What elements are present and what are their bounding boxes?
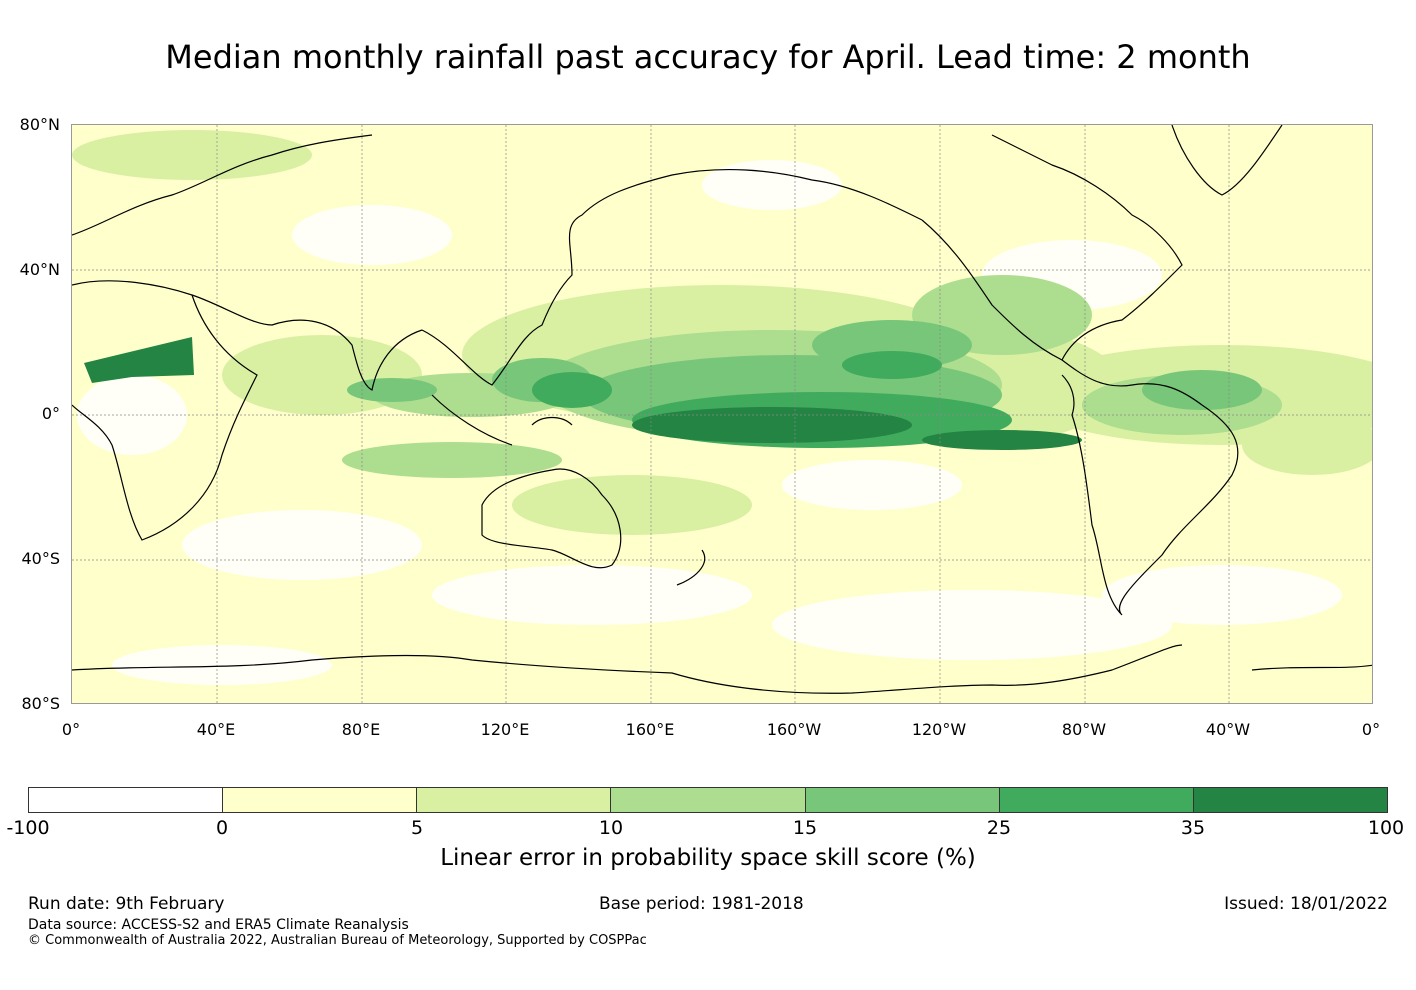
run-date: Run date: 9th February xyxy=(28,894,225,914)
colorbar xyxy=(28,787,1388,813)
colorbar-tick: 0 xyxy=(215,817,229,839)
colorbar-bin-2 xyxy=(223,788,418,812)
colorbar-tick: 25 xyxy=(986,817,1012,839)
colorbar-label: Linear error in probability space skill … xyxy=(440,845,976,871)
copyright: © Commonwealth of Australia 2022, Austra… xyxy=(28,933,647,948)
colorbar-tick: 5 xyxy=(410,817,424,839)
lon-label-0: 0° xyxy=(61,720,81,739)
colorbar-bin-4 xyxy=(611,788,806,812)
lat-label-80n: 80°N xyxy=(19,115,60,134)
max-skill-patches xyxy=(84,337,1082,450)
map-canvas xyxy=(72,125,1372,703)
lon-label-160w: 160°W xyxy=(766,720,822,739)
data-source: Data source: ACCESS-S2 and ERA5 Climate … xyxy=(28,917,409,933)
lon-label-120w: 120°W xyxy=(911,720,967,739)
colorbar-tick: 15 xyxy=(792,817,818,839)
lat-label-40n: 40°N xyxy=(19,260,60,279)
colorbar-tick: 100 xyxy=(1367,817,1405,839)
colorbar-tick: 10 xyxy=(598,817,624,839)
skill-score-map xyxy=(71,124,1373,704)
lon-label-120e: 120°E xyxy=(480,720,530,739)
colorbar-tick: -100 xyxy=(6,817,50,839)
lat-label-80s: 80°S xyxy=(21,694,60,713)
lon-label-160e: 160°E xyxy=(625,720,675,739)
lon-label-0-end: 0° xyxy=(1361,720,1381,739)
lat-label-equator: 0° xyxy=(41,404,60,423)
issued-date: Issued: 18/01/2022 xyxy=(1224,894,1388,914)
colorbar-bin-6 xyxy=(999,788,1194,812)
chart-title: Median monthly rainfall past accuracy fo… xyxy=(165,38,1251,76)
colorbar-bin-7 xyxy=(1193,788,1387,812)
lon-label-80w: 80°W xyxy=(1061,720,1107,739)
colorbar-bin-5 xyxy=(805,788,1000,812)
lon-label-80e: 80°E xyxy=(341,720,381,739)
lon-label-40w: 40°W xyxy=(1205,720,1251,739)
coastlines xyxy=(72,125,1372,694)
lat-label-40s: 40°S xyxy=(21,549,60,568)
low-skill-patches xyxy=(77,160,1342,685)
base-period: Base period: 1981-2018 xyxy=(599,894,804,914)
lon-label-40e: 40°E xyxy=(196,720,236,739)
colorbar-bin-3 xyxy=(417,788,612,812)
colorbar-tick: 35 xyxy=(1180,817,1206,839)
colorbar-bin-1 xyxy=(29,788,224,812)
